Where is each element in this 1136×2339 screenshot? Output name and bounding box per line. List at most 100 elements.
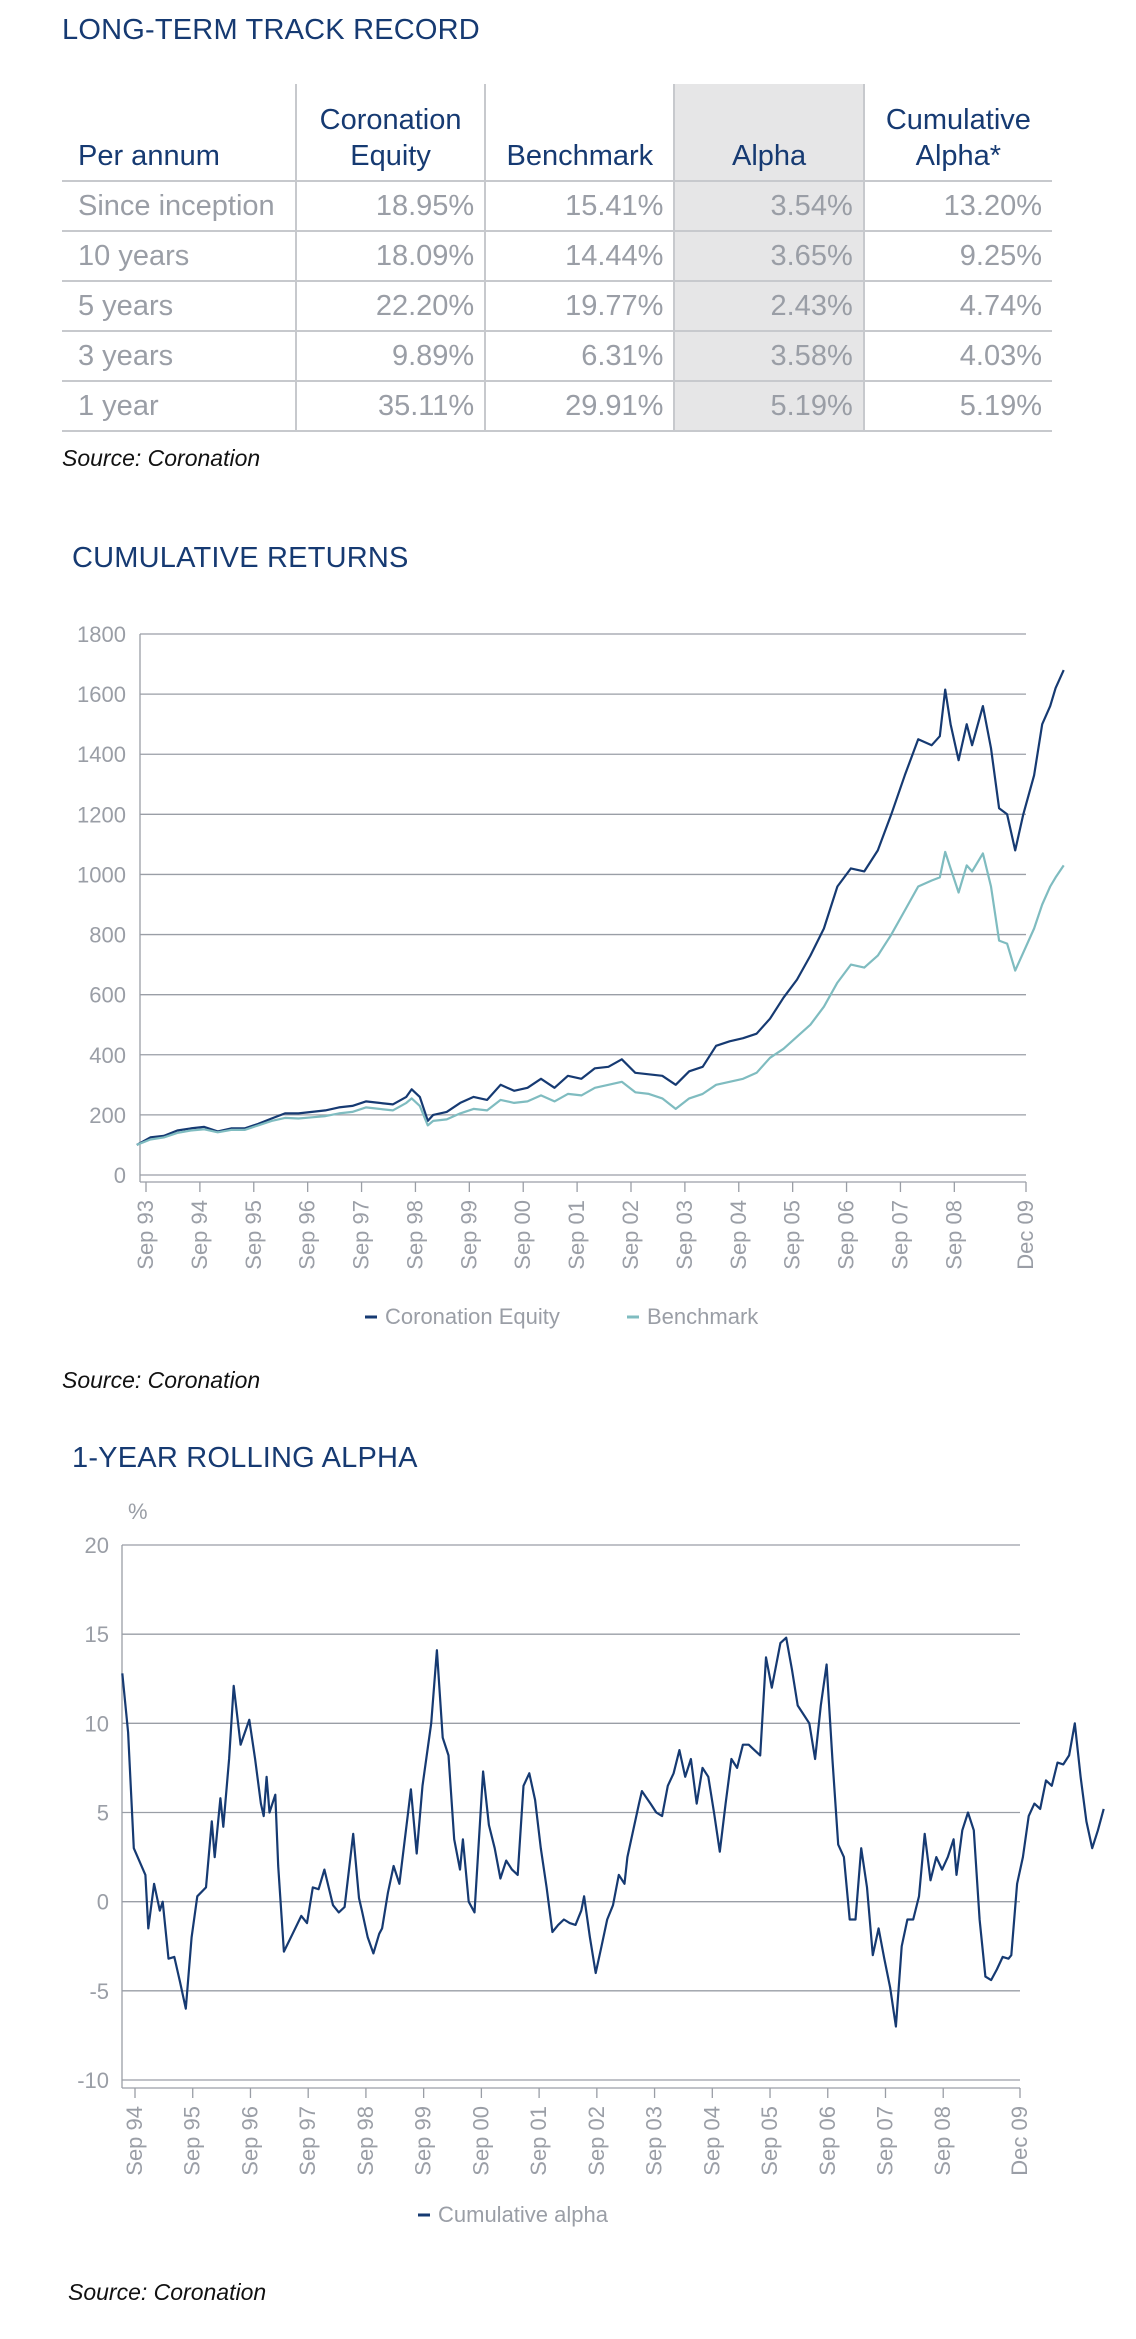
x-tick-label: Sep 03 [642,2106,667,2176]
table-row: 5 years 22.20% 19.77% 2.43% 4.74% [62,280,1052,331]
track-record-table: Per annum Coronation Equity Benchmark Alp… [62,84,1052,432]
cell-cumulative-alpha: 9.25% [862,230,1052,281]
track-record-header-row: Per annum Coronation Equity Benchmark Alp… [62,84,1052,181]
cell-alpha: 2.43% [673,280,864,331]
x-tick-label: Sep 95 [180,2106,205,2176]
x-tick-label: Sep 98 [353,2106,378,2176]
x-tick-label: Sep 95 [241,1200,266,1270]
y-tick-label: 800 [89,923,126,948]
y-tick-label: 1600 [77,682,126,707]
x-tick-label: Sep 05 [757,2106,782,2176]
row-label: 10 years [62,230,296,281]
cell-cumulative-alpha: 4.74% [862,280,1052,331]
cell-cumulative-alpha: 4.03% [862,330,1052,381]
x-tick-label: Sep 97 [349,1200,374,1270]
x-tick-label: Sep 99 [456,1200,481,1270]
header-per-annum: Per annum [78,140,220,172]
y-tick-label: -10 [77,2068,109,2093]
cell-benchmark: 29.91% [484,380,675,432]
series-line-cumulative-alpha [121,1636,1105,2028]
cell-alpha: 3.54% [673,180,864,231]
row-label: 1 year [62,380,296,432]
row-label: Since inception [62,180,296,231]
legend-label: Coronation Equity [385,1304,560,1329]
cell-alpha: 3.58% [673,330,864,381]
y-tick-label: 1200 [77,802,126,827]
cell-cumulative-alpha: 13.20% [862,180,1052,231]
x-tick-label: Sep 93 [133,1200,158,1270]
x-tick-label: Sep 02 [618,1200,643,1270]
x-tick-label: Sep 01 [526,2106,551,2176]
rolling-alpha-chart: -10 -5 0 5 10 15 20 Sep 94 Sep 95 Sep 96 Sep 97 Sep… [77,1499,1105,2227]
cell-alpha: 5.19% [673,380,864,432]
y-tick-label: 1800 [77,622,126,647]
x-tick-label: Sep 02 [584,2106,609,2176]
y-tick-label: 200 [89,1103,126,1128]
x-tick-label: Sep 00 [468,2106,493,2176]
cell-coronation-equity: 18.09% [294,230,486,281]
y-tick-label: 15 [85,1622,109,1647]
y-tick-label: 20 [85,1533,109,1558]
header-benchmark: Benchmark [484,84,675,181]
y-tick-label: 0 [114,1163,126,1188]
cumulative-returns-title: CUMULATIVE RETURNS [72,542,409,574]
x-tick-label: Sep 06 [834,1200,859,1270]
legend-label: Benchmark [647,1304,759,1329]
cell-cumulative-alpha: 5.19% [862,380,1052,432]
y-tick-label: 1000 [77,862,126,887]
x-tick-label: Sep 06 [815,2106,840,2176]
x-tick-label: Sep 08 [941,1200,966,1270]
x-tick-label: Dec 09 [1007,2106,1032,2176]
y-tick-label: -5 [89,1979,109,2004]
cell-benchmark: 15.41% [484,180,675,231]
legend-label: Cumulative alpha [438,2202,609,2227]
rolling-alpha-source: Source: Coronation [68,2279,267,2305]
cell-benchmark: 6.31% [484,330,675,381]
cell-benchmark: 19.77% [484,280,675,331]
x-tick-label: Sep 01 [564,1200,589,1270]
cell-benchmark: 14.44% [484,230,675,281]
y-axis-label: % [128,1499,148,1524]
x-tick-label: Sep 08 [930,2106,955,2176]
x-tick-label: Sep 97 [295,2106,320,2176]
y-tick-label: 600 [89,983,126,1008]
cell-coronation-equity: 18.95% [294,180,486,231]
x-tick-label: Sep 04 [699,2106,724,2176]
rolling-alpha-title: 1-YEAR ROLLING ALPHA [72,1442,418,1474]
y-tick-label: 10 [85,1711,109,1736]
y-tick-label: 0 [97,1890,109,1915]
y-tick-label: 400 [89,1043,126,1068]
x-tick-label: Sep 99 [411,2106,436,2176]
x-tick-label: Sep 94 [122,2106,147,2176]
x-tick-label: Sep 07 [872,2106,897,2176]
track-record-source: Source: Coronation [62,445,261,471]
series-line-benchmark [136,850,1065,1146]
header-alpha: Alpha [673,84,864,181]
cell-coronation-equity: 35.11% [294,380,486,432]
x-tick-label: Sep 07 [887,1200,912,1270]
x-tick-label: Sep 98 [402,1200,427,1270]
cell-alpha: 3.65% [673,230,864,281]
header-cumulative-alpha: Cumulative Alpha* [862,84,1052,181]
table-row: 1 year 35.11% 29.91% 5.19% 5.19% [62,380,1052,432]
x-tick-label: Sep 94 [187,1200,212,1270]
x-tick-label: Sep 04 [726,1200,751,1270]
x-tick-label: Sep 96 [237,2106,262,2176]
header-coronation-equity: Coronation Equity [294,84,486,181]
cumulative-returns-chart: 0 200 400 600 800 1000 1200 1400 1600 1800 Sep 93 S… [77,622,1065,1329]
x-tick-label: Sep 96 [295,1200,320,1270]
x-tick-label: Dec 09 [1013,1200,1038,1270]
y-tick-label: 1400 [77,742,126,767]
x-tick-label: Sep 05 [780,1200,805,1270]
cell-coronation-equity: 9.89% [294,330,486,381]
row-label: 5 years [62,280,296,331]
x-tick-label: Sep 03 [672,1200,697,1270]
row-label: 3 years [62,330,296,381]
table-row: 10 years 18.09% 14.44% 3.65% 9.25% [62,230,1052,281]
table-row: 3 years 9.89% 6.31% 3.58% 4.03% [62,330,1052,381]
cumulative-returns-source: Source: Coronation [62,1367,261,1393]
table-row: Since inception 18.95% 15.41% 3.54% 13.2… [62,180,1052,231]
y-tick-label: 5 [97,1801,109,1826]
x-tick-label: Sep 00 [510,1200,535,1270]
track-record-title: LONG-TERM TRACK RECORD [62,14,480,46]
